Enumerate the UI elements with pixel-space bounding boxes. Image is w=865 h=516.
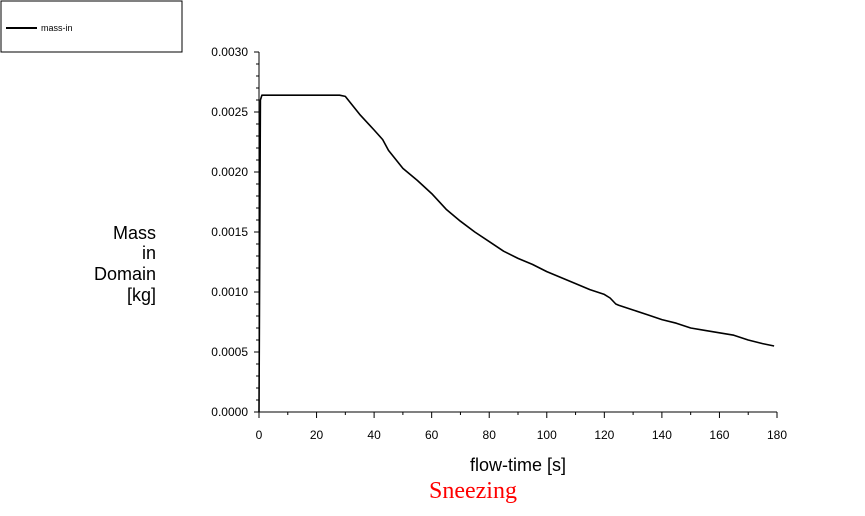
x-tick-label: 180 xyxy=(767,428,787,442)
x-axis-ticks: 0 20 40 60 80 100 120 140 160 180 xyxy=(256,412,787,442)
series-line-mass-in xyxy=(258,94,775,413)
y-tick-label: 0.0010 xyxy=(211,285,248,299)
legend-box xyxy=(0,0,183,53)
legend: mass-in xyxy=(0,0,183,53)
x-tick-label: 60 xyxy=(425,428,439,442)
x-tick-label: 100 xyxy=(537,428,557,442)
x-tick-label: 160 xyxy=(709,428,729,442)
x-tick-label: 80 xyxy=(483,428,497,442)
y-axis-title-line: in xyxy=(142,243,156,263)
series-group xyxy=(258,94,775,413)
x-tick-label: 120 xyxy=(594,428,614,442)
y-tick-label: 0.0020 xyxy=(211,165,248,179)
legend-label: mass-in xyxy=(41,23,73,33)
x-axis-title: flow-time [s] xyxy=(470,455,566,475)
y-tick-label: 0.0005 xyxy=(211,345,248,359)
y-axis-ticks: 0.0000 0.0005 0.0010 0.0015 0.0020 0.0025 0.00… xyxy=(211,45,259,419)
x-tick-label: 20 xyxy=(310,428,324,442)
x-tick-label: 0 xyxy=(256,428,263,442)
y-axis-title: Mass in Domain [kg] xyxy=(94,223,156,305)
caption-text: Sneezing xyxy=(429,478,517,504)
y-tick-label: 0.0015 xyxy=(211,225,248,239)
x-tick-label: 40 xyxy=(367,428,381,442)
axes xyxy=(258,52,777,413)
y-axis-title-line: [kg] xyxy=(127,285,156,305)
y-tick-label: 0.0030 xyxy=(211,45,248,59)
y-axis-title-line: Mass xyxy=(113,223,156,243)
x-tick-label: 140 xyxy=(652,428,672,442)
y-axis-title-line: Domain xyxy=(94,264,156,284)
y-tick-label: 0.0000 xyxy=(211,405,248,419)
y-tick-label: 0.0025 xyxy=(211,105,248,119)
